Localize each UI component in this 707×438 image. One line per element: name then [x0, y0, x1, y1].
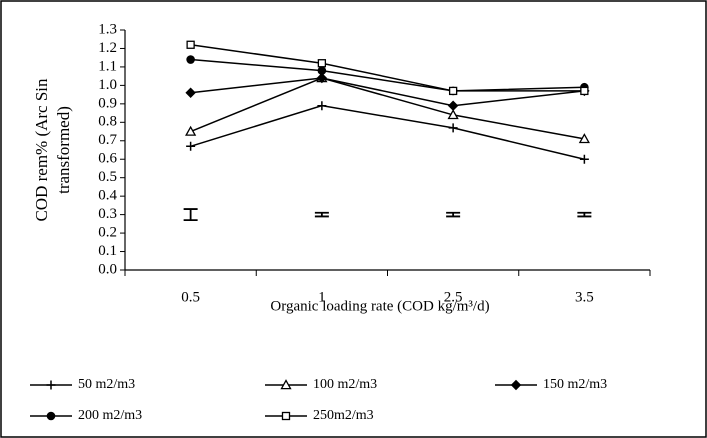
y-axis-label-line: transformed)	[54, 106, 73, 194]
marker	[186, 55, 195, 64]
marker	[580, 86, 589, 96]
marker	[317, 66, 327, 75]
legend-label: 50 m2/m3	[78, 377, 135, 392]
y-tick-label: 0.1	[98, 243, 117, 259]
marker	[186, 141, 196, 151]
legend-label: 100 m2/m3	[313, 377, 377, 392]
x-tick-label: 3.5	[575, 289, 594, 305]
series-line	[190, 77, 585, 107]
marker	[317, 59, 327, 68]
y-tick-label: 0.7	[98, 132, 117, 148]
marker	[46, 411, 56, 421]
x-axis-label: Organic loading rate (COD kg/m³/d)	[270, 298, 489, 314]
marker	[281, 411, 291, 421]
error-bar	[314, 211, 329, 218]
y-tick-label: 0.0	[98, 261, 117, 277]
marker	[185, 125, 197, 136]
y-axis-label: COD rem% (Arc Sin transformed)	[32, 78, 73, 222]
x-tick-label: 0.5	[181, 289, 200, 305]
legend-label: 250m2/m3	[313, 408, 374, 423]
y-tick-label: 0.4	[98, 188, 117, 204]
marker	[185, 87, 196, 98]
y-tick-label: 0.3	[98, 206, 117, 222]
marker	[280, 379, 292, 390]
legend-label: 200 m2/m3	[78, 408, 142, 423]
y-tick-label: 1.2	[98, 40, 117, 56]
legend-label: 150 m2/m3	[543, 377, 607, 392]
y-tick-label: 0.8	[98, 114, 117, 130]
marker	[317, 101, 327, 111]
y-tick-label: 0.6	[98, 151, 117, 167]
y-tick-label: 0.5	[98, 169, 117, 185]
series-line	[190, 104, 585, 160]
marker	[579, 154, 589, 164]
x-tick-label: 1	[318, 289, 326, 305]
y-tick-label: 1.0	[98, 77, 117, 93]
marker	[448, 86, 458, 96]
y-tick-label: 0.2	[98, 225, 117, 241]
y-tick-label: 1.1	[98, 58, 117, 74]
error-bar	[446, 211, 461, 218]
error-bar	[183, 208, 198, 222]
marker	[186, 40, 195, 49]
series-line	[190, 58, 585, 92]
error-bar	[577, 211, 592, 218]
marker	[578, 133, 590, 144]
y-axis-label-line: COD rem% (Arc Sin	[32, 78, 51, 222]
marker	[316, 72, 328, 84]
marker	[447, 109, 459, 120]
marker	[447, 100, 459, 111]
marker	[510, 379, 522, 391]
marker	[448, 123, 458, 133]
series-line	[190, 77, 585, 140]
y-tick-label: 1.3	[98, 21, 117, 37]
y-tick-label: 0.9	[98, 95, 117, 111]
x-tick-label: 2.5	[444, 289, 463, 305]
marker	[46, 380, 56, 390]
series-line	[190, 44, 585, 92]
